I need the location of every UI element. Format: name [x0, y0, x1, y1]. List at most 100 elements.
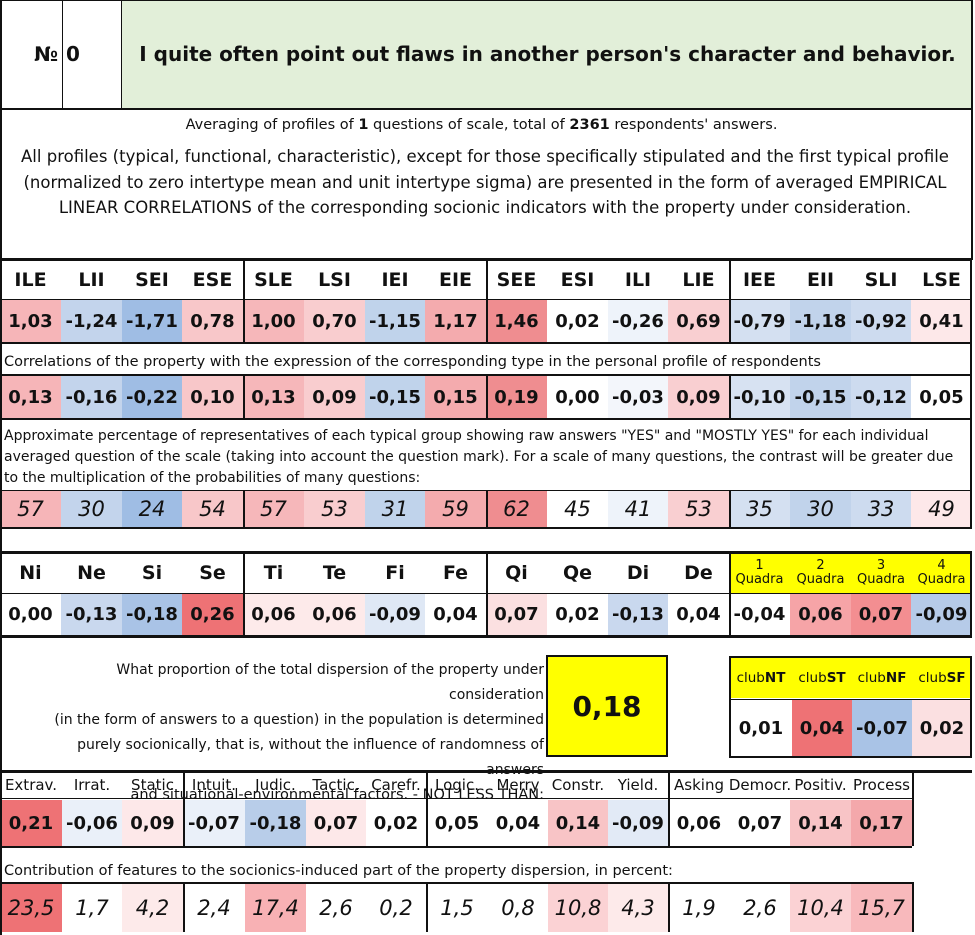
page-title: I quite often point out flaws in another…	[139, 42, 956, 66]
correlation-value: 0,19	[486, 376, 547, 418]
feature-value: 0,07	[730, 800, 790, 846]
quadra-word: Quadra	[856, 572, 905, 587]
summary-text-1: Averaging of profiles of	[185, 117, 359, 133]
club-prefix: club	[736, 670, 765, 686]
type-value: 0,02	[547, 300, 608, 342]
quadra-word: Quadra	[735, 572, 784, 587]
summary-questions: 1	[358, 117, 369, 133]
correlation-value: 0,09	[304, 376, 365, 418]
feature-label: Democr.	[728, 776, 792, 794]
quadra-label: 3 Quadra	[851, 553, 911, 593]
quadra-value: 0,06	[790, 593, 851, 635]
dispersion-value: 0,18	[572, 689, 642, 723]
type-label-sli: SLI	[864, 269, 898, 291]
contribution-value: 1,7	[62, 884, 122, 932]
divider-line	[243, 490, 245, 527]
feature-label: Static	[131, 776, 174, 794]
divider-line	[729, 756, 972, 758]
function-value: 0,26	[182, 593, 243, 635]
type-value: -1,15	[365, 300, 425, 342]
type-value: 1,03	[0, 300, 61, 342]
function-label-fi: Fi	[385, 562, 405, 584]
function-label-qi: Qi	[505, 562, 528, 584]
dispersion-line-2: (in the form of answers to a question) i…	[54, 712, 544, 728]
feature-value: 0,06	[668, 800, 730, 846]
correlation-value: -0,03	[608, 376, 668, 418]
quadra-word: Quadra	[917, 572, 966, 587]
percentage-value: 24	[122, 491, 182, 527]
divider-line	[0, 0, 2, 935]
feature-value: -0,06	[62, 800, 122, 846]
club-value: 0,01	[730, 700, 792, 756]
correlation-value: 0,10	[182, 376, 243, 418]
correlation-value: -0,15	[790, 376, 851, 418]
correlations-caption-text: Correlations of the property with the ex…	[4, 354, 821, 370]
percentage-value: 41	[608, 491, 668, 527]
type-value: -0,79	[729, 300, 790, 342]
function-value: 0,07	[486, 593, 547, 635]
function-label-si: Si	[141, 562, 163, 584]
contribution-value: 2,6	[730, 884, 790, 932]
club-value: -0,07	[852, 700, 912, 756]
function-label-ni: Ni	[19, 562, 42, 584]
function-value: 0,00	[0, 593, 61, 635]
function-label-ti: Ti	[263, 562, 284, 584]
feature-label: Logic.	[435, 776, 479, 794]
function-value: 0,06	[243, 593, 304, 635]
type-label-lii: LII	[78, 269, 105, 291]
divider-line	[426, 882, 428, 932]
percentage-value: 53	[304, 491, 365, 527]
divider-line	[0, 527, 972, 529]
feature-label: Intuit.	[191, 776, 237, 794]
divider-line	[426, 770, 428, 846]
percentage-value: 54	[182, 491, 243, 527]
quadra-number: 2	[816, 558, 825, 573]
feature-label: Asking	[674, 776, 724, 794]
function-value: -0,09	[365, 593, 425, 635]
divider-line	[62, 0, 63, 108]
divider-line	[0, 0, 973, 1]
correlation-value: 0,00	[547, 376, 608, 418]
club-value: 0,02	[912, 700, 972, 756]
feature-label: Irrat.	[73, 776, 111, 794]
divider-line	[486, 490, 488, 527]
feature-value: -0,09	[608, 800, 668, 846]
divider-line	[183, 882, 185, 932]
dispersion-text: What proportion of the total dispersion …	[30, 658, 544, 803]
type-label-see: SEE	[496, 269, 537, 291]
quadra-value: -0,09	[911, 593, 972, 635]
feature-value: -0,07	[183, 800, 245, 846]
club-code: NF	[885, 670, 907, 686]
header-number-cell: №	[0, 0, 62, 108]
percentage-value: 62	[486, 491, 547, 527]
feature-value: 0,17	[851, 800, 912, 846]
correlation-value: -0,16	[61, 376, 122, 418]
quadra-value: -0,04	[729, 593, 790, 635]
percentage-value: 53	[668, 491, 729, 527]
summary-line: Averaging of profiles of 1 questions of …	[0, 112, 963, 138]
contribution-value: 2,6	[306, 884, 366, 932]
type-label-iee: IEE	[742, 269, 777, 291]
dispersion-value-box: 0,18	[546, 655, 668, 757]
description: All profiles (typical, functional, chara…	[20, 144, 950, 224]
club-label: club ST	[792, 658, 852, 698]
divider-line	[912, 770, 914, 846]
divider-line	[0, 846, 912, 848]
divider-line	[668, 770, 670, 846]
percentages-caption-text: Approximate percentage of representative…	[4, 428, 954, 486]
type-label-eie: EIE	[438, 269, 473, 291]
type-value: -1,71	[122, 300, 182, 342]
divider-line	[183, 770, 185, 846]
percentage-value: 35	[729, 491, 790, 527]
club-value: 0,04	[792, 700, 852, 756]
quadra-label: 2 Quadra	[790, 553, 851, 593]
percentage-value: 45	[547, 491, 608, 527]
contribution-value: 15,7	[851, 884, 912, 932]
type-label-eii: EII	[806, 269, 835, 291]
number-label: №	[33, 42, 58, 66]
type-label-sei: SEI	[135, 269, 169, 291]
divider-line	[243, 551, 245, 635]
dispersion-line-1: What proportion of the total dispersion …	[116, 662, 544, 703]
club-code: NT	[764, 670, 786, 686]
summary-text-3: respondents' answers.	[609, 117, 778, 133]
